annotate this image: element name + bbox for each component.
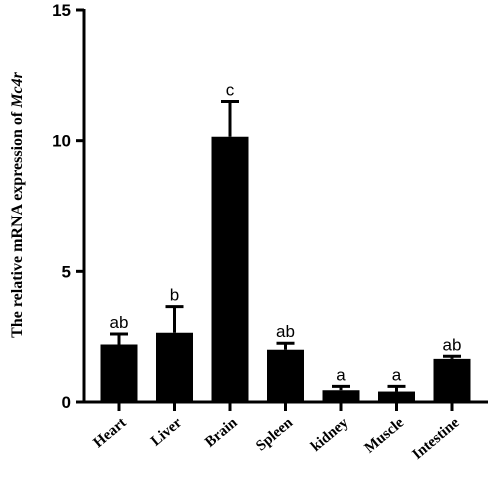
y-tick-label-0: 0 <box>62 393 71 412</box>
bars <box>100 99 471 402</box>
y-axis-label-gene: Mc4r <box>9 71 26 108</box>
y-tick-label-5: 5 <box>62 262 71 281</box>
bar-kidney <box>322 390 360 402</box>
significance-label-heart: ab <box>110 313 129 332</box>
significance-label-muscle: a <box>392 365 402 384</box>
y-axis-label: The relative mRNA expression of Mc4r <box>9 71 26 337</box>
x-tick-label-brain: Brain <box>202 414 241 450</box>
y-axis-label-prefix: The relative mRNA expression of <box>9 108 26 338</box>
y-tick-label-15: 15 <box>52 1 71 20</box>
x-tick-label-kidney: kidney <box>308 414 352 454</box>
x-tick-label-intestine: Intestine <box>410 415 463 463</box>
bar-brain <box>211 136 249 402</box>
significance-label-spleen: ab <box>276 322 295 341</box>
axes <box>76 8 488 411</box>
significance-label-intestine: ab <box>443 335 462 354</box>
x-tick-label-liver: Liver <box>148 415 185 450</box>
x-tick-label-spleen: Spleen <box>253 414 296 454</box>
bar-heart <box>100 344 138 402</box>
y-tick-label-10: 10 <box>52 132 71 151</box>
x-tick-label-heart: Heart <box>91 415 130 451</box>
x-tick-label-muscle: Muscle <box>362 415 408 457</box>
bar-muscle <box>378 391 415 402</box>
significance-label-kidney: a <box>336 365 346 384</box>
bar-intestine <box>433 358 471 402</box>
significance-label-liver: b <box>170 286 179 305</box>
bar-spleen <box>267 349 304 402</box>
significance-label-brain: c <box>226 80 235 99</box>
bar-liver <box>156 332 193 402</box>
